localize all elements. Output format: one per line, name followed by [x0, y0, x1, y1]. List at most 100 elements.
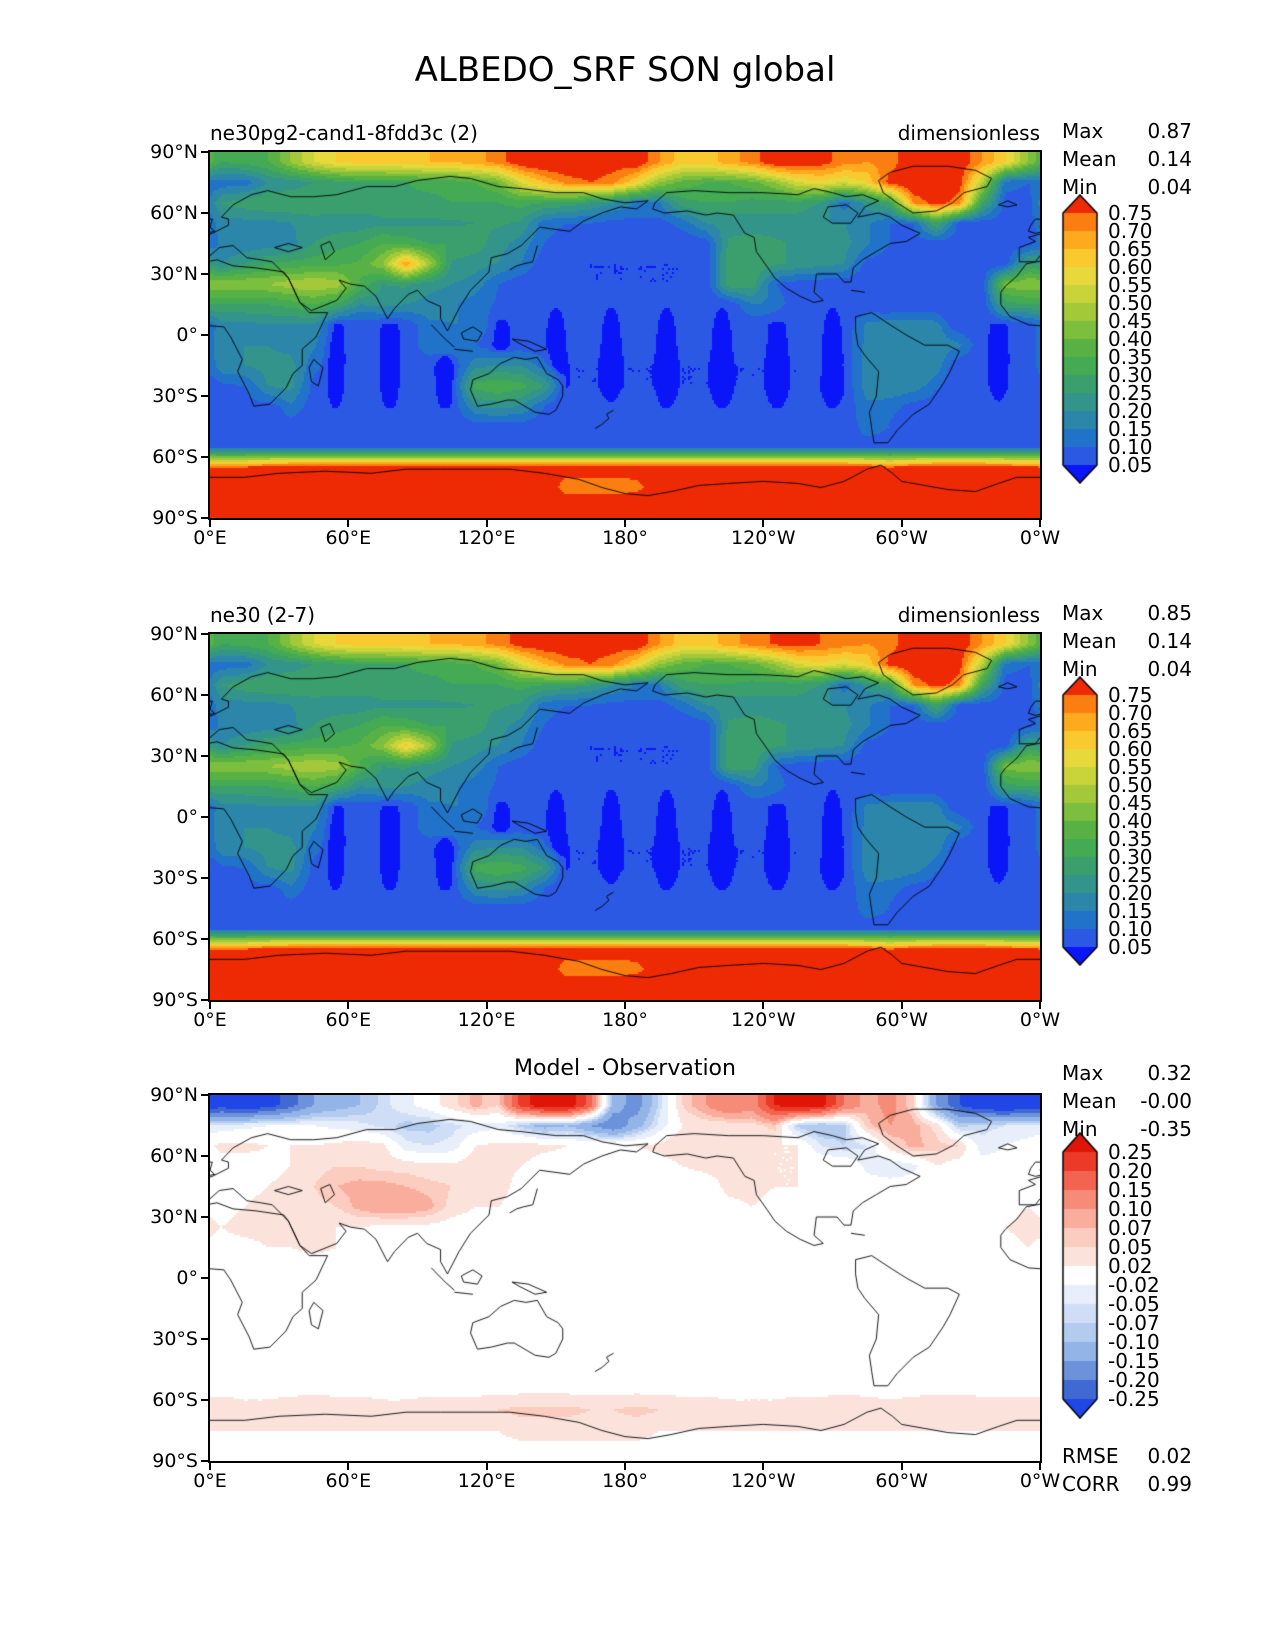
- map-canvas-panel-3: [208, 1093, 1042, 1463]
- x-tick-label: 60°W: [875, 527, 928, 549]
- x-tick-label: 60°E: [325, 527, 372, 549]
- y-tick-label: 0°: [176, 324, 198, 346]
- colorbar-tick-label: 0.10: [1108, 917, 1153, 941]
- colorbar-tick-label: 0.30: [1108, 363, 1153, 387]
- y-axis-tick-mark: [201, 1277, 208, 1279]
- y-tick-label: 0°: [176, 1267, 198, 1289]
- x-axis-tick-mark: [209, 1463, 211, 1470]
- y-tick-label: 30°S: [152, 385, 198, 407]
- y-axis-tick-mark: [201, 755, 208, 757]
- stat-value: 0.04: [1147, 657, 1192, 681]
- y-axis-tick-mark: [201, 1460, 208, 1462]
- x-tick-label: 180°: [602, 1470, 648, 1492]
- colorbar-tick-label: 0.65: [1108, 719, 1153, 743]
- y-axis-tick-mark: [201, 1094, 208, 1096]
- x-tick-label: 120°W: [731, 1470, 796, 1492]
- stat-label: Mean: [1062, 147, 1117, 171]
- x-axis-tick-mark: [900, 1463, 903, 1470]
- x-tick-label: 0°W: [1019, 1009, 1061, 1031]
- x-axis-tick-mark: [485, 1002, 488, 1009]
- x-axis-tick-mark: [624, 1002, 626, 1009]
- x-tick-label: 0°E: [193, 527, 227, 549]
- y-axis-tick-mark: [201, 999, 208, 1001]
- colorbar-tick-label: 0.70: [1108, 701, 1153, 725]
- x-axis-tick-mark: [1039, 1002, 1041, 1009]
- y-tick-label: 60°N: [150, 1145, 198, 1167]
- colorbar-tick-label: 0.25: [1108, 1140, 1153, 1164]
- colorbar-tick-label: 0.55: [1108, 755, 1153, 779]
- colorbar-tick-label: 0.45: [1108, 791, 1153, 815]
- colorbar-tick-label: 0.20: [1108, 881, 1153, 905]
- footer-stat-label: CORR: [1062, 1472, 1120, 1496]
- y-axis-tick-mark: [201, 273, 208, 275]
- y-axis-tick-mark: [201, 395, 208, 397]
- stat-label: Max: [1062, 119, 1104, 143]
- x-axis-tick-mark: [762, 520, 765, 527]
- colorbar-tick-label: -0.02: [1108, 1273, 1160, 1297]
- colorbar-tick-label: 0.60: [1108, 737, 1153, 761]
- stat-label: Min: [1062, 175, 1098, 199]
- y-axis-tick-mark: [201, 212, 208, 214]
- colorbar-tick-label: 0.05: [1108, 935, 1153, 959]
- colorbar-tick-label: 0.05: [1108, 1235, 1153, 1259]
- colorbar-panel-2: [1059, 676, 1101, 966]
- stat-label: Max: [1062, 1061, 1104, 1085]
- x-tick-label: 180°: [602, 527, 648, 549]
- colorbar-tick-label: 0.15: [1108, 899, 1153, 923]
- x-axis-tick-mark: [624, 520, 626, 527]
- x-tick-label: 120°E: [457, 527, 516, 549]
- colorbar-tick-label: 0.07: [1108, 1216, 1153, 1240]
- x-axis-tick-mark: [485, 520, 488, 527]
- footer-stat-value: 0.02: [1147, 1444, 1192, 1468]
- x-axis-tick-mark: [762, 1002, 765, 1009]
- stat-label: Mean: [1062, 1089, 1117, 1113]
- colorbar-tick-label: 0.02: [1108, 1254, 1153, 1278]
- stat-label: Min: [1062, 657, 1098, 681]
- y-tick-label: 60°N: [150, 202, 198, 224]
- x-axis-tick-mark: [485, 1463, 488, 1470]
- y-tick-label: 90°S: [152, 989, 198, 1011]
- y-axis-tick-mark: [201, 456, 208, 458]
- x-tick-label: 60°E: [325, 1009, 372, 1031]
- map-canvas-panel-2: [208, 632, 1042, 1002]
- y-axis-tick-mark: [201, 694, 208, 696]
- colorbar-tick-label: 0.20: [1108, 399, 1153, 423]
- x-tick-label: 0°E: [193, 1009, 227, 1031]
- colorbar-tick-label: 0.10: [1108, 1197, 1153, 1221]
- y-axis-tick-mark: [201, 877, 208, 879]
- colorbar-tick-label: 0.25: [1108, 381, 1153, 405]
- x-tick-label: 0°W: [1019, 527, 1061, 549]
- stat-value: -0.00: [1140, 1089, 1192, 1113]
- y-axis-tick-mark: [201, 334, 208, 336]
- y-tick-label: 90°N: [150, 1084, 198, 1106]
- x-tick-label: 120°E: [457, 1470, 516, 1492]
- x-axis-tick-mark: [762, 1463, 765, 1470]
- panel-2-units-label: dimensionless: [897, 603, 1040, 627]
- y-axis-tick-mark: [201, 1338, 208, 1340]
- colorbar-tick-label: 0.55: [1108, 273, 1153, 297]
- colorbar-panel-1: [1059, 194, 1101, 484]
- x-tick-label: 120°W: [731, 527, 796, 549]
- y-axis-tick-mark: [201, 1216, 208, 1218]
- panel-3-title: Model - Observation: [514, 1056, 736, 1081]
- x-axis-tick-mark: [209, 520, 211, 527]
- stat-label: Max: [1062, 601, 1104, 625]
- colorbar-panel-3: [1059, 1132, 1101, 1419]
- x-axis-tick-mark: [347, 1463, 350, 1470]
- x-tick-label: 60°W: [875, 1009, 928, 1031]
- y-tick-label: 90°N: [150, 141, 198, 163]
- map-canvas-panel-1: [208, 150, 1042, 520]
- stat-value: 0.14: [1147, 147, 1192, 171]
- y-axis-tick-mark: [201, 633, 208, 635]
- y-tick-label: 90°S: [152, 1450, 198, 1472]
- colorbar-tick-label: 0.35: [1108, 827, 1153, 851]
- y-axis-tick-mark: [201, 1155, 208, 1157]
- y-axis-tick-mark: [201, 1399, 208, 1401]
- footer-stat-value: 0.99: [1147, 1472, 1192, 1496]
- colorbar-tick-label: 0.65: [1108, 237, 1153, 261]
- y-axis-tick-mark: [201, 517, 208, 519]
- x-tick-label: 0°W: [1019, 1470, 1061, 1492]
- figure-title: ALBEDO_SRF SON global: [414, 50, 836, 90]
- colorbar-tick-label: -0.25: [1108, 1387, 1160, 1411]
